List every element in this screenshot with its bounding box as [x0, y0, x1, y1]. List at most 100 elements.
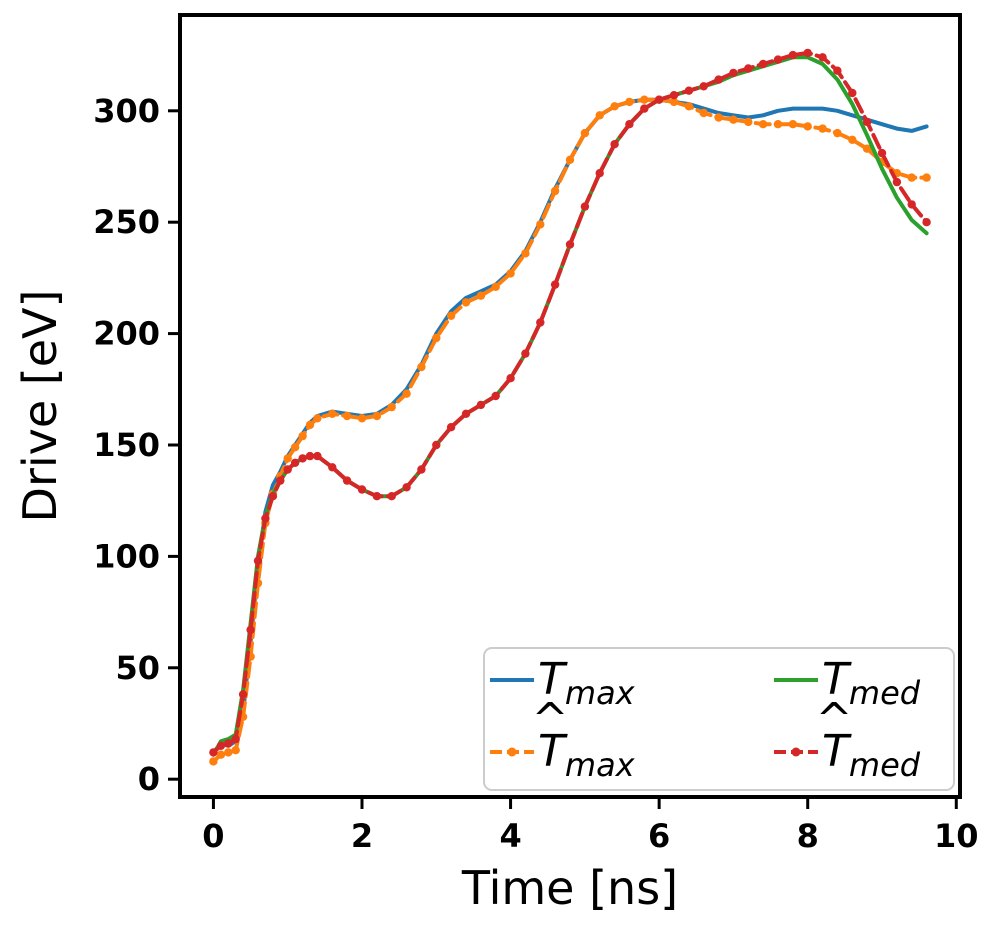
- series-point-T_max_hat: [595, 111, 604, 120]
- series-point-T_med_hat: [261, 514, 270, 523]
- series-point-T_med_hat: [699, 82, 708, 91]
- series-point-T_max_hat: [305, 420, 315, 430]
- series-point-T_med_hat: [521, 349, 530, 358]
- series-point-T_med_hat: [357, 485, 367, 494]
- series-point-T_max_hat: [922, 173, 931, 182]
- series-point-T_med_hat: [402, 483, 411, 492]
- legend-hat-accent: ^: [532, 694, 569, 745]
- series-point-T_med_hat: [684, 86, 694, 95]
- series-point-T_med_hat: [818, 53, 827, 62]
- series-point-T_med_hat: [246, 625, 255, 635]
- y-axis-title: Drive [eV]: [13, 290, 67, 523]
- series-point-T_med_hat: [506, 374, 515, 383]
- x-tick-label: 2: [351, 817, 373, 855]
- legend-marker-T_max_hat: [507, 747, 517, 757]
- y-tick-label: 300: [93, 92, 160, 130]
- series-point-T_med_hat: [907, 200, 916, 209]
- series-point-T_med_hat: [536, 318, 545, 327]
- series-point-T_max_hat: [506, 269, 515, 278]
- series-point-T_med_hat: [729, 68, 738, 78]
- series-point-T_med_hat: [862, 117, 872, 127]
- series-point-T_max_hat: [224, 748, 233, 757]
- legend-box: [483, 647, 955, 791]
- series-point-T_max_hat: [461, 298, 471, 307]
- series-point-T_med_hat: [461, 409, 471, 418]
- series-point-T_max_hat: [803, 122, 812, 131]
- series-point-T_med_hat: [446, 423, 456, 432]
- series-point-T_max_hat: [714, 113, 723, 122]
- series-point-T_max_hat: [610, 102, 619, 111]
- series-point-T_med_hat: [298, 454, 307, 463]
- series-point-T_med_hat: [714, 75, 723, 84]
- y-tick-label: 200: [93, 315, 160, 353]
- series-point-T_med_hat: [432, 440, 441, 450]
- series-point-T_max_hat: [848, 135, 857, 144]
- series-point-T_med_hat: [773, 55, 783, 64]
- series-point-T_med_hat: [877, 148, 887, 158]
- y-tick-label: 100: [93, 537, 160, 575]
- y-tick-label: 0: [138, 760, 160, 798]
- series-point-T_med_hat: [565, 240, 575, 249]
- series-point-T_med_hat: [625, 120, 634, 129]
- series-point-T_max_hat: [357, 414, 367, 423]
- x-tick-label: 6: [648, 817, 670, 855]
- series-point-T_med_hat: [372, 492, 382, 501]
- series-point-T_med_hat: [313, 451, 322, 461]
- series-point-T_max_hat: [907, 173, 916, 182]
- series-point-T_med_hat: [640, 104, 649, 113]
- legend-hat-accent: ^: [816, 694, 853, 745]
- y-tick-label: 250: [93, 203, 160, 241]
- y-tick-label: 150: [93, 426, 160, 464]
- series-point-T_med_hat: [491, 391, 500, 401]
- series-point-T_med_hat: [283, 465, 292, 474]
- legend-subscript: med: [849, 674, 921, 712]
- x-tick-label: 4: [499, 817, 521, 855]
- series-point-T_max_hat: [432, 333, 441, 343]
- series-point-T_max_hat: [231, 746, 240, 755]
- series-point-T_max_hat: [788, 120, 798, 129]
- series-point-T_med_hat: [580, 202, 590, 211]
- series-point-T_max_hat: [387, 402, 396, 412]
- series-point-T_med_hat: [595, 169, 604, 178]
- x-tick-label: 0: [202, 817, 224, 855]
- series-point-T_med_hat: [654, 95, 664, 104]
- series-point-T_max_hat: [580, 128, 590, 138]
- series-point-T_max_hat: [298, 431, 307, 441]
- legend-subscript: max: [565, 674, 636, 712]
- series-point-T_max_hat: [491, 282, 500, 291]
- series-point-T_med_hat: [387, 492, 396, 501]
- series-point-T_max_hat: [833, 128, 842, 138]
- series-point-T_max_hat: [565, 155, 575, 164]
- x-axis-title: Time [ns]: [461, 861, 678, 915]
- series-point-T_med_hat: [550, 280, 560, 289]
- series-point-T_max_hat: [342, 411, 352, 421]
- series-point-T_max_hat: [550, 186, 560, 196]
- series-point-T_max_hat: [372, 411, 382, 421]
- series-point-T_med_hat: [758, 59, 768, 69]
- series-point-T_med_hat: [744, 64, 753, 73]
- series-point-T_med_hat: [209, 748, 218, 757]
- series-point-T_max_hat: [476, 291, 486, 300]
- legend-subscript: max: [565, 746, 636, 784]
- series-point-T_max_hat: [640, 95, 649, 104]
- series-point-T_med_hat: [922, 218, 931, 227]
- series-point-T_med_hat: [305, 451, 315, 461]
- series-point-T_max_hat: [862, 144, 872, 153]
- series-point-T_max_hat: [313, 414, 322, 423]
- series-point-T_max_hat: [744, 117, 753, 127]
- series-point-T_med_hat: [224, 739, 233, 748]
- series-point-T_max_hat: [669, 97, 679, 107]
- legend-subscript: med: [849, 746, 921, 784]
- series-point-T_med_hat: [669, 91, 679, 100]
- series-point-T_max_hat: [684, 102, 694, 111]
- series-point-T_max_hat: [729, 115, 738, 124]
- series-point-T_med_hat: [833, 66, 842, 75]
- series-point-T_max_hat: [290, 443, 300, 452]
- series-point-T_med_hat: [803, 48, 812, 58]
- legend-marker-T_med_hat: [791, 747, 801, 757]
- series-point-T_med_hat: [231, 734, 240, 744]
- series-point-T_max_hat: [536, 220, 545, 229]
